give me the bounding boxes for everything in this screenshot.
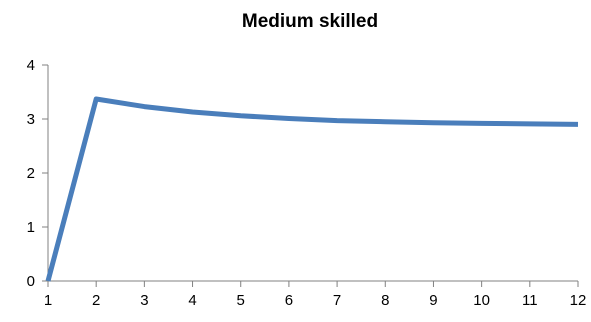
- series-line: [45, 96, 579, 282]
- chart-title: Medium skilled: [242, 11, 378, 32]
- x-ticks: 1 2 3 4 5 6 7 8 9 10 11 12: [44, 281, 587, 309]
- x-tick-label: 1: [44, 292, 52, 309]
- x-tick-label: 4: [188, 292, 196, 309]
- x-tick-label: 10: [473, 292, 490, 309]
- x-tick-label: 2: [92, 292, 100, 309]
- x-tick-label: 5: [237, 292, 245, 309]
- x-tick-label: 9: [429, 292, 437, 309]
- y-tick-label: 3: [27, 111, 35, 128]
- x-tick-label: 11: [522, 292, 538, 309]
- y-tick-label: 4: [27, 57, 35, 74]
- x-tick-label: 3: [140, 292, 148, 309]
- x-tick-label: 12: [570, 292, 587, 309]
- axes: [47, 65, 578, 282]
- x-tick-label: 8: [381, 292, 389, 309]
- series-group: [45, 96, 579, 282]
- y-tick-label: 0: [27, 273, 35, 290]
- y-tick-label: 1: [27, 219, 35, 236]
- y-tick-label: 2: [27, 165, 35, 182]
- y-ticks: 0 1 2 3 4: [27, 57, 48, 290]
- x-tick-label: 6: [285, 292, 293, 309]
- x-tick-label: 7: [333, 292, 341, 309]
